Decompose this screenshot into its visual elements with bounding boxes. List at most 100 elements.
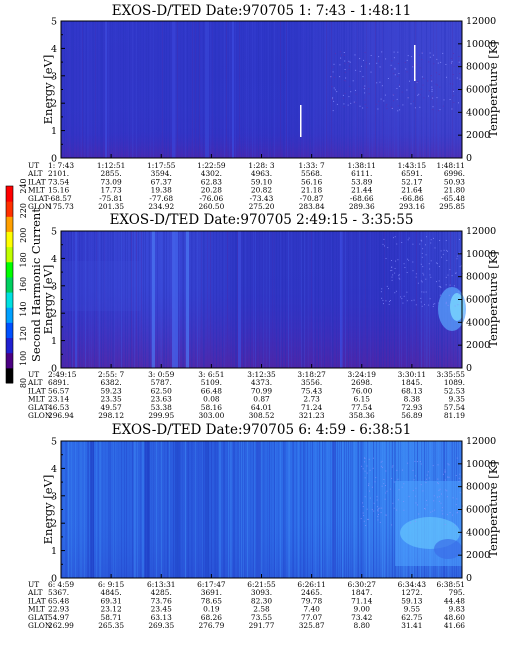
spectrogram-noise [383,238,385,240]
spectrogram-noise [457,304,459,306]
spectrogram-noise [353,101,355,103]
y2-tick-label: 4000 [466,527,490,538]
spectrogram-noise [381,467,383,468]
spectrogram-noise [453,285,455,287]
table-cell: 265.35 [98,621,124,630]
spectrogram-noise [366,508,368,510]
table-cell: 4302. [201,169,222,178]
spectrogram-noise [332,98,334,100]
table-cell: 31.41 [401,621,422,630]
table-cell: 1:43:15 [398,161,427,170]
spectrogram-noise [370,71,372,73]
y-tick-label: 1 [51,126,57,137]
table-cell: 9.35 [449,395,466,404]
spectrogram-noise [386,103,388,105]
spectrogram-noise [380,461,382,463]
table-cell: 1847. [351,588,372,597]
orbit-table: UTALTILATMLTGLATGLON2:49:156891.56.5723.… [27,370,465,420]
spectrogram-noise [363,86,365,88]
spectrogram-noise [398,277,400,279]
table-row-label: GLON [28,202,52,211]
spectrogram-noise [422,84,424,86]
spectrogram-noise [456,498,458,500]
spectrogram-noise [394,272,396,274]
spectrogram-noise [386,285,388,287]
spectrogram-noise [378,508,379,510]
spectrogram-noise [381,507,383,509]
spectrogram-noise [410,103,412,105]
y2-tick-label: 0 [466,573,472,584]
table-cell: 3594. [151,169,172,178]
table-cell: 3:24:19 [348,370,377,379]
spectrogram-noise [411,300,413,302]
table-cell: 291.77 [249,621,275,630]
table-cell: -68.66 [350,194,374,203]
spectrogram-noise [449,62,451,64]
spectrogram-noise [385,485,386,486]
table-cell: 289.36 [349,202,375,211]
spectrogram-noise [441,493,442,495]
colorbar-segment [6,322,13,339]
table-cell: 6996. [444,169,465,178]
table-row-label: ALT [27,169,43,178]
spectrogram-noise [406,272,408,273]
spectrogram-noise [426,504,428,506]
y2-axis-label: Temperature [K] [486,251,500,348]
table-cell: 298.12 [98,411,124,420]
spectrogram-noise [401,242,403,243]
spectrogram-noise [412,490,414,492]
y2-tick-label: 6000 [466,295,490,306]
spectrogram-noise [442,52,444,54]
spectrogram-noise [440,286,442,288]
spectrogram-noise [433,303,435,305]
spectrogram-noise [392,68,394,70]
spectrogram-noise [444,469,446,471]
colorbar-segment [6,307,13,323]
spectrogram-noise [426,499,427,501]
table-cell: 4845. [101,588,122,597]
colorbar-segment [6,246,13,263]
spectrogram-noise [385,470,387,472]
spectrogram-noise [438,285,440,287]
table-row-label: GLAT [28,194,49,203]
spectrogram-noise [381,85,383,87]
spectrogram-noise [385,258,387,259]
spectrogram-noise [407,239,409,241]
spectrogram-noise [372,457,374,459]
spectrogram-noise [364,103,366,105]
spectrogram-noise [375,477,377,479]
spectrogram-noise [403,501,405,502]
spectrogram-noise [444,471,446,473]
spectrogram-noise [397,51,399,53]
spectrogram-noise [397,259,399,261]
spectrogram-noise [371,486,373,488]
spectrogram-noise [408,237,410,239]
spectrogram-noise [437,496,438,498]
y-tick-label: 2 [51,99,57,110]
spectrogram-noise [385,58,387,60]
spectrogram-noise [440,250,442,252]
spectrogram-noise [378,56,380,58]
spectrogram-noise [348,96,350,98]
table-cell: -73.43 [250,194,274,203]
spectrogram-noise [343,54,345,56]
spectrogram-noise [373,510,375,512]
spectrogram-noise [436,97,438,99]
spectrogram-noise [333,100,335,102]
table-row-label: ILAT [28,596,46,605]
table-cell: 65.48 [48,596,69,605]
spectrogram-noise [421,256,423,258]
spectrogram-noise [344,60,346,62]
spectrogram-band [205,21,209,158]
spectrogram-noise [377,519,379,521]
spectrogram-noise [348,68,350,70]
spectrogram-noise [409,80,410,82]
spectrogram-noise [446,496,448,498]
colorbar-tick-label: 140 [19,301,28,316]
spectrogram-noise [376,62,378,64]
spectrogram-noise [397,478,399,480]
spectrogram-noise [420,297,422,299]
spectrogram-noise [349,85,351,87]
table-cell: 73.54 [48,177,69,186]
spectrogram-noise [331,86,333,87]
